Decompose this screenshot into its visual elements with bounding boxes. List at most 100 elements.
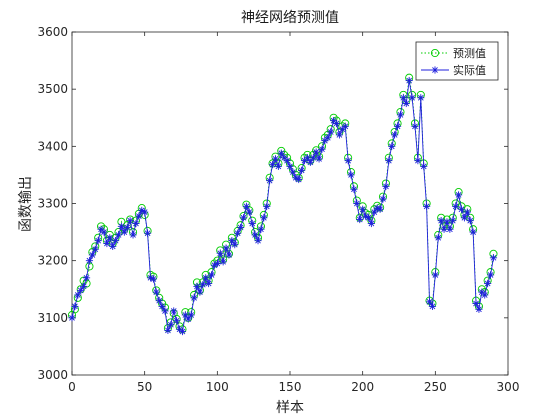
- data-point: [187, 311, 195, 319]
- data-point: [312, 148, 320, 156]
- data-point: [347, 171, 355, 179]
- data-point: [126, 217, 134, 225]
- legend-label: 预测值: [453, 47, 486, 60]
- data-point: [315, 155, 323, 163]
- data-point: [274, 162, 282, 170]
- data-point: [173, 317, 181, 325]
- marker-stroke: [284, 157, 290, 164]
- data-point: [123, 223, 131, 232]
- marker-stroke: [441, 226, 447, 233]
- series-2: [68, 76, 498, 336]
- marker-stroke: [403, 100, 410, 107]
- data-point: [158, 302, 166, 310]
- marker-stroke: [202, 274, 209, 281]
- x-tick-label: 200: [351, 380, 374, 394]
- marker-stroke: [310, 154, 317, 161]
- data-point: [103, 239, 111, 248]
- marker-stroke: [400, 94, 407, 101]
- data-point: [484, 279, 492, 288]
- marker-stroke: [173, 317, 180, 324]
- data-point: [443, 218, 451, 226]
- data-point: [199, 281, 207, 289]
- data-point: [388, 142, 396, 150]
- data-point: [152, 288, 160, 296]
- marker-stroke: [266, 177, 273, 184]
- data-point: [219, 258, 227, 266]
- marker-stroke: [490, 254, 497, 261]
- marker-stroke: [272, 156, 279, 162]
- marker-stroke: [432, 67, 438, 73]
- data-point: [135, 212, 143, 220]
- data-point: [193, 282, 201, 290]
- marker-stroke: [391, 132, 398, 138]
- marker-stroke: [298, 167, 305, 174]
- marker-stroke: [455, 192, 462, 198]
- marker-stroke: [182, 312, 189, 318]
- y-tick-label: 3300: [37, 197, 68, 211]
- data-point: [324, 134, 332, 142]
- marker-stroke: [452, 203, 459, 210]
- marker-stroke: [86, 257, 93, 264]
- x-tick-label: 0: [68, 380, 76, 394]
- data-point: [213, 259, 221, 268]
- data-point: [411, 122, 419, 130]
- data-point: [170, 307, 178, 315]
- data-point: [318, 145, 326, 153]
- marker-stroke: [353, 200, 360, 207]
- marker-stroke: [220, 258, 227, 265]
- y-tick-label: 3400: [37, 139, 68, 153]
- data-point: [399, 94, 407, 102]
- marker-stroke: [141, 209, 148, 215]
- data-point: [143, 229, 152, 237]
- marker-stroke: [487, 272, 494, 278]
- marker-stroke: [170, 308, 177, 314]
- data-point: [332, 119, 341, 128]
- marker-stroke: [304, 154, 311, 161]
- plot-area: [71, 31, 509, 376]
- marker-stroke: [179, 328, 186, 335]
- data-point: [257, 225, 265, 233]
- data-point: [77, 286, 85, 294]
- data-point: [202, 274, 210, 282]
- marker-stroke: [327, 129, 334, 135]
- marker-stroke: [229, 237, 235, 244]
- data-point: [94, 237, 102, 245]
- marker-stroke: [438, 217, 445, 224]
- marker-stroke: [258, 226, 264, 233]
- marker-stroke: [458, 206, 465, 213]
- data-point: [181, 311, 189, 319]
- marker-stroke: [197, 289, 203, 295]
- data-point: [481, 291, 489, 299]
- marker-stroke: [208, 272, 215, 278]
- data-point: [423, 202, 431, 210]
- marker-stroke: [409, 94, 415, 101]
- marker-stroke: [330, 117, 337, 124]
- data-point: [367, 219, 375, 228]
- data-point: [228, 237, 236, 245]
- data-point: [277, 149, 285, 157]
- data-point: [437, 217, 445, 225]
- data-point: [74, 291, 82, 299]
- marker-stroke: [362, 213, 369, 219]
- data-point: [132, 219, 140, 228]
- data-point: [216, 249, 224, 257]
- marker-stroke: [281, 154, 288, 161]
- marker-stroke: [295, 176, 302, 183]
- data-point: [414, 157, 422, 165]
- legend-item: 实际值: [421, 63, 486, 77]
- marker-stroke: [217, 250, 224, 257]
- marker-stroke: [98, 226, 104, 233]
- marker-stroke: [473, 300, 479, 307]
- data-point: [454, 191, 463, 199]
- marker-stroke: [432, 272, 439, 278]
- data-point: [402, 99, 410, 108]
- marker-stroke: [380, 196, 386, 202]
- marker-stroke: [461, 214, 468, 221]
- marker-stroke: [167, 321, 174, 328]
- marker-stroke: [109, 243, 116, 250]
- marker-stroke: [333, 120, 340, 127]
- marker-stroke: [263, 203, 270, 210]
- marker-stroke: [205, 280, 212, 287]
- marker-stroke: [397, 112, 404, 118]
- y-axis-label: 函数输出: [18, 176, 34, 232]
